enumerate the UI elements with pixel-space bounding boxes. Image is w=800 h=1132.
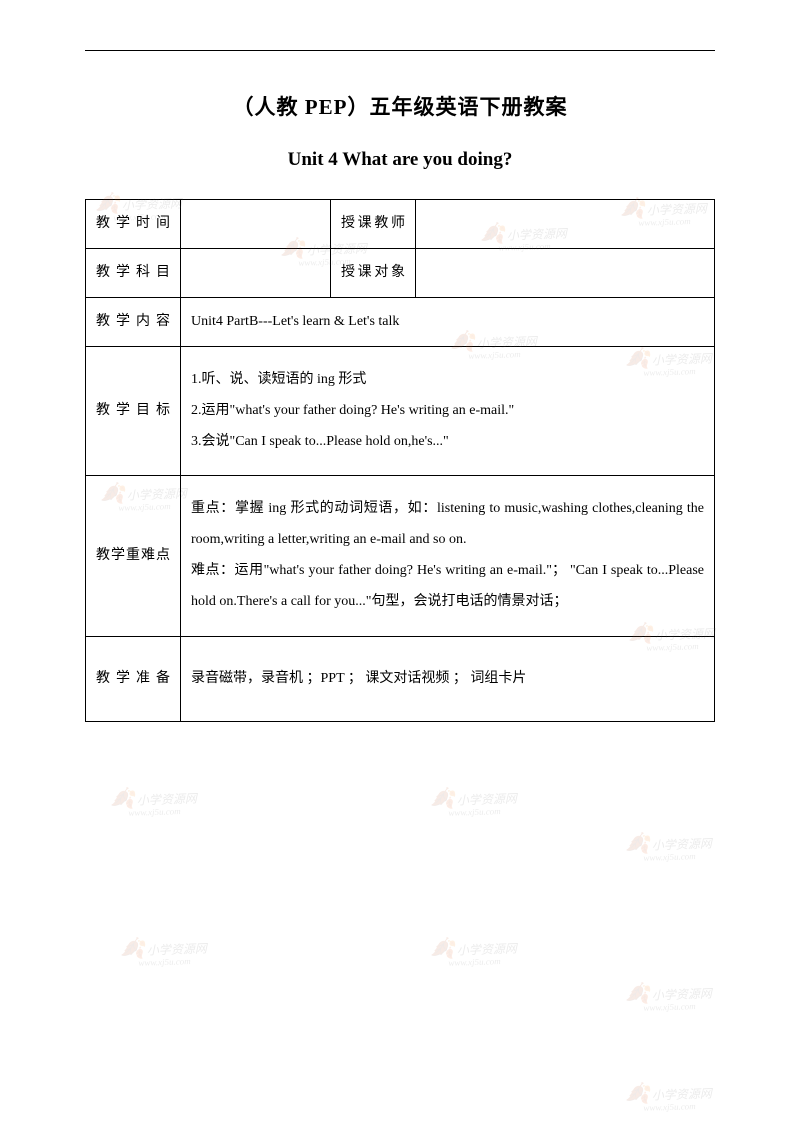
value-teaching-time (181, 200, 331, 249)
objective-line: 1.听、说、读短语的 ing 形式 (191, 365, 704, 396)
value-preparation: 录音磁带，录音机 ；PPT ； 课文对话视频 ； 词组卡片 (181, 636, 715, 721)
table-row: 教学准备 录音磁带，录音机 ；PPT ； 课文对话视频 ； 词组卡片 (86, 636, 715, 721)
table-row: 教学目标 1.听、说、读短语的 ing 形式 2.运用"what's your … (86, 347, 715, 476)
label-objectives: 教学目标 (86, 347, 181, 476)
main-title: （人教 PEP）五年级英语下册教案 (85, 91, 715, 121)
value-objectives: 1.听、说、读短语的 ing 形式 2.运用"what's your fathe… (181, 347, 715, 476)
label-subject: 教学科目 (86, 249, 181, 298)
watermark-item: 🍂小学资源网www.xj5u.com (624, 828, 712, 863)
top-divider (85, 50, 715, 51)
objective-line: 2.运用"what's your father doing? He's writ… (191, 396, 704, 427)
value-subject (181, 249, 331, 298)
watermark-item: 🍂小学资源网www.xj5u.com (429, 783, 517, 818)
label-key-points: 教学重难点 (86, 476, 181, 636)
table-row: 教学重难点 重点：掌握 ing 形式的动词短语，如：listening to m… (86, 476, 715, 636)
watermark-item: 🍂小学资源网www.xj5u.com (429, 933, 517, 968)
lesson-plan-table: 教学时间 授课教师 教学科目 授课对象 教学内容 Unit4 PartB---L… (85, 199, 715, 722)
label-teacher: 授课教师 (331, 200, 416, 249)
value-key-points: 重点：掌握 ing 形式的动词短语，如：listening to music,w… (181, 476, 715, 636)
table-row: 教学科目 授课对象 (86, 249, 715, 298)
value-audience (416, 249, 715, 298)
watermark-item: 🍂小学资源网www.xj5u.com (119, 933, 207, 968)
label-content: 教学内容 (86, 298, 181, 347)
value-content: Unit4 PartB---Let's learn & Let's talk (181, 298, 715, 347)
watermark-item: 🍂小学资源网www.xj5u.com (109, 783, 197, 818)
label-audience: 授课对象 (331, 249, 416, 298)
watermark-item: 🍂小学资源网www.xj5u.com (624, 1078, 712, 1113)
value-teacher (416, 200, 715, 249)
sub-title: Unit 4 What are you doing? (85, 149, 715, 171)
watermark-item: 🍂小学资源网www.xj5u.com (624, 978, 712, 1013)
table-row: 教学内容 Unit4 PartB---Let's learn & Let's t… (86, 298, 715, 347)
objective-line: 3.会说"Can I speak to...Please hold on,he'… (191, 427, 704, 458)
label-teaching-time: 教学时间 (86, 200, 181, 249)
table-row: 教学时间 授课教师 (86, 200, 715, 249)
label-preparation: 教学准备 (86, 636, 181, 721)
